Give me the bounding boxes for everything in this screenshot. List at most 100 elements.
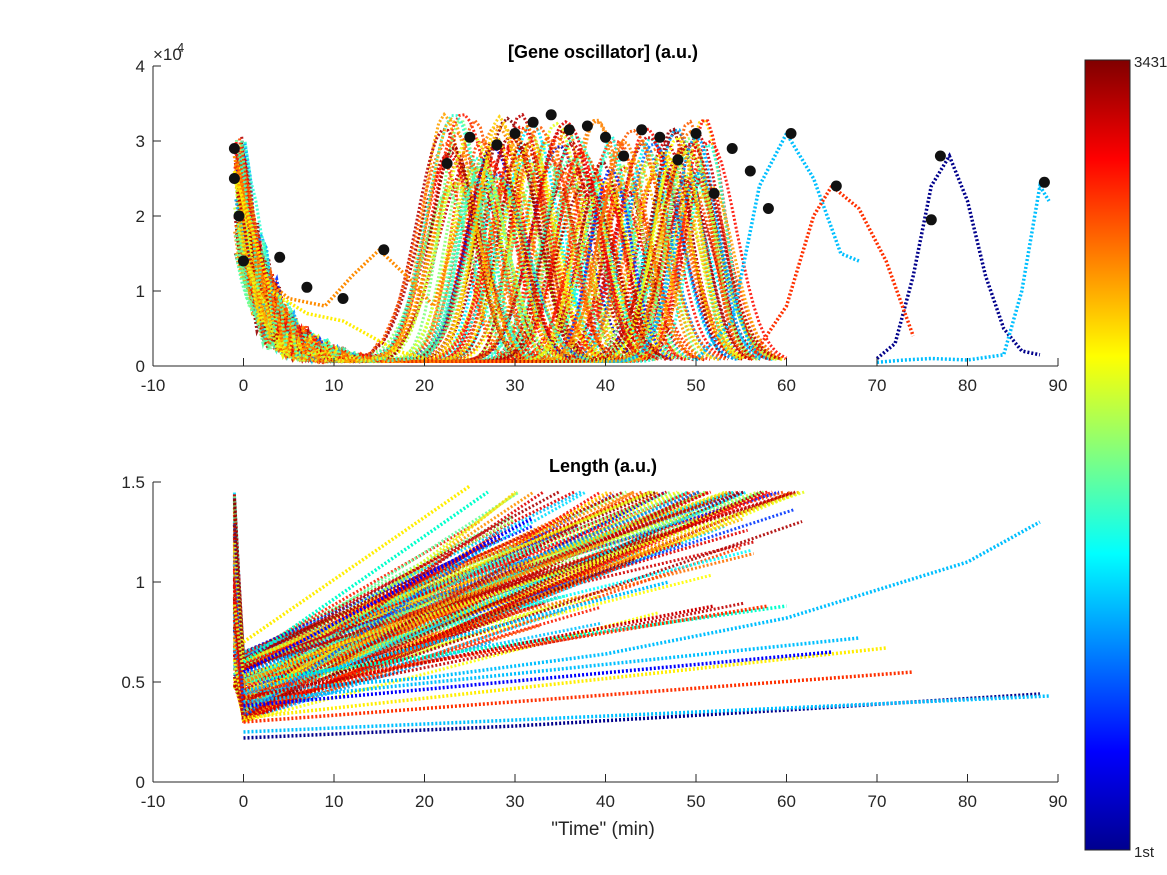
gene-background-trace [234,166,562,364]
peak-marker [672,154,684,166]
length-series-line-8 [243,604,769,694]
length-background-trace [232,552,755,683]
gene-oscillator-chart: [Gene oscillator] (a.u.) ×10 4 -10 0 10 20 3… [136,40,1068,395]
length-background-trace [232,524,503,662]
length-background-trace [232,563,627,718]
length-background-trace [232,579,477,701]
gene-y-tick-label: 0 [136,357,145,376]
peak-marker [509,128,521,139]
length-background-trace [232,611,659,724]
length-series-line-0 [243,520,1041,694]
length-plot-area [232,484,1050,740]
length-y-tick-label: 1 [136,573,145,592]
gene-y-tick-label: 3 [136,132,145,151]
gene-series-line-2 [694,129,860,362]
length-y-tick-label: 1.5 [121,473,145,492]
length-background-trace [232,519,514,669]
length-background-trace [232,490,768,723]
length-background-trace [232,585,495,713]
gene-oscillator-exponent-label: ×10 4 [153,40,184,64]
length-series-line-10 [242,490,489,664]
peak-markers [228,109,1050,304]
peak-marker [744,165,756,177]
gene-series-line-5 [232,170,425,361]
peak-marker [636,124,648,136]
colorbar-bottom-label: 1st [1134,844,1155,861]
peak-marker [337,293,349,304]
length-background-trace [232,516,542,663]
gene-background-trace [243,133,762,364]
length-series-line-11 [242,516,534,674]
length-background-trace [232,609,566,721]
length-x-tick-label: 20 [415,792,434,811]
peak-marker [830,180,842,192]
length-title: Length (a.u.) [549,456,657,476]
colorbar-top-label: 3431 [1134,54,1167,71]
peak-marker [238,255,249,267]
gene-x-tick-label: 20 [415,376,434,395]
gene-series [232,129,1051,365]
length-y-tick-label: 0 [136,773,145,792]
exponent-power: 4 [177,40,184,55]
length-background-trace [232,520,803,717]
length-background-trace [233,490,587,687]
peak-marker [1038,176,1050,188]
gene-background-trace [237,124,599,364]
gene-series-line-0 [875,152,1041,360]
peak-marker [378,244,390,256]
gene-trace-cloud [233,111,788,366]
gene-background-trace [242,135,619,364]
length-background-trace [232,490,805,678]
gene-background-trace [242,183,549,363]
length-background-trace [233,490,683,702]
gene-series-line-1 [876,181,1051,365]
length-series-line-5 [243,636,860,704]
length-series-line-12 [242,540,607,684]
gene-x-tick-label: 0 [239,376,248,395]
peak-marker [708,188,720,199]
length-y-tick-label: 0.5 [121,673,145,692]
peak-marker [545,109,557,121]
peak-marker [441,158,453,169]
gene-background-trace [241,194,771,364]
length-background-trace [232,490,735,683]
length-x-tick-label: -10 [141,792,166,811]
peak-marker [274,251,286,263]
colorbar: 3431 1st [1084,54,1167,861]
peak-marker [581,120,593,132]
length-background-trace [232,490,668,673]
gene-background-trace [237,135,745,366]
gene-background-trace [237,133,566,363]
length-series [242,484,1050,740]
length-series-line-9 [242,484,471,644]
peak-marker [233,210,245,222]
length-x-tick-label: 30 [506,792,525,811]
length-x-axis-label: "Time" (min) [551,819,655,840]
gene-series-line-3 [748,183,915,361]
gene-background-trace [240,139,694,364]
length-background-trace [232,560,602,697]
peak-marker [228,173,240,184]
length-background-trace [233,524,579,678]
gene-y-tick-label: 1 [136,282,145,301]
gene-x-tick-label: 60 [777,376,796,395]
gene-x-tick-label: -10 [141,376,166,395]
length-x-tick-label: 90 [1049,792,1068,811]
peak-marker [654,131,666,143]
peak-marker [563,124,575,136]
peak-marker [491,139,503,151]
length-background-trace [232,568,517,722]
length-x-tick-label: 0 [239,792,248,811]
peak-marker [618,150,630,162]
gene-background-trace [235,158,537,365]
length-x-tick-label: 80 [958,792,977,811]
peak-marker [301,281,313,293]
length-series-line-6 [243,650,832,708]
length-series-line-7 [243,604,787,684]
gene-oscillator-plot-area [228,109,1051,366]
length-chart: Length (a.u.) -10 0 10 20 30 40 50 60 70 80 9000.5… [121,456,1067,840]
gene-x-tick-label: 10 [325,376,344,395]
gene-x-tick-label: 80 [958,376,977,395]
